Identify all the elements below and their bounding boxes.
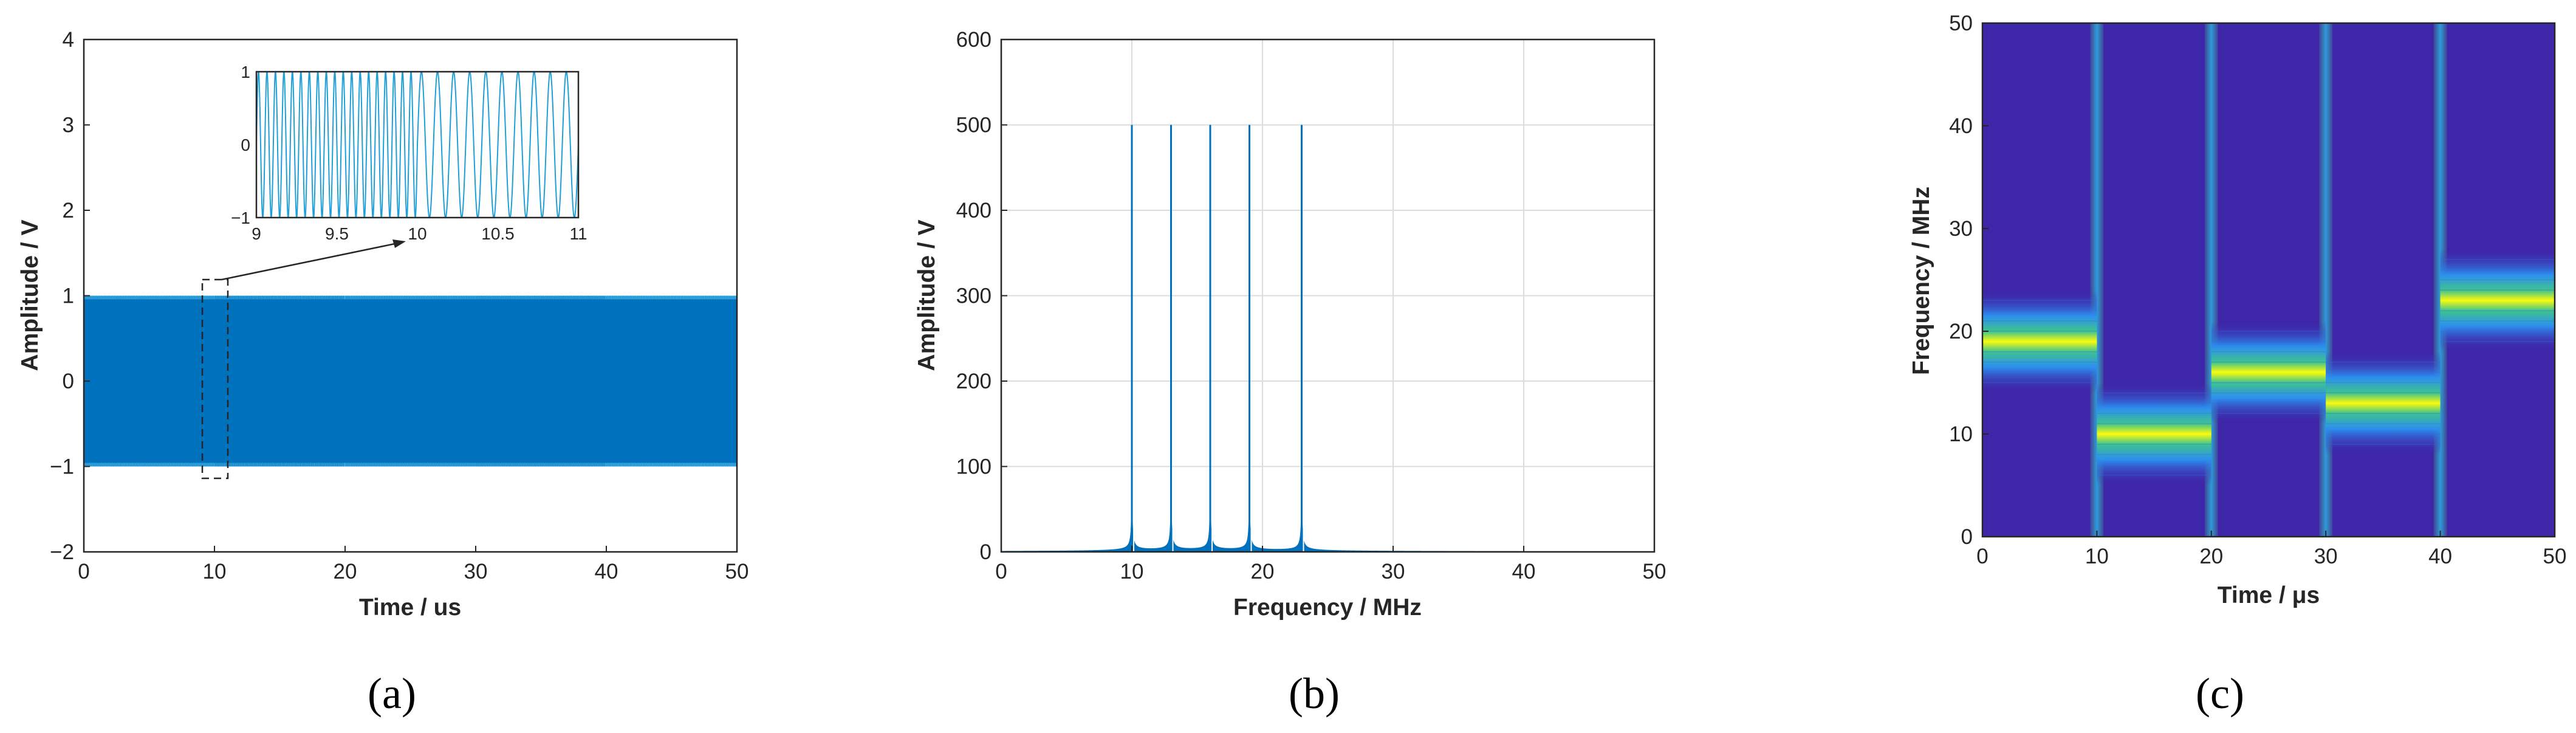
transition-streak [2319, 23, 2333, 537]
panel-b-label: (b) [1289, 669, 1340, 718]
x-tick-label: 40 [1512, 560, 1536, 583]
panel-a-inset-frame [255, 71, 580, 219]
frequency-band [2440, 249, 2555, 352]
inset-x-tick-label: 11 [569, 224, 587, 243]
y-tick-label: 1 [63, 284, 74, 308]
panel-a-zoom-arrowhead [392, 239, 406, 248]
panel-c-x-axis-label: Time / μs [2218, 582, 2320, 608]
x-tick-label: 50 [1643, 560, 1667, 583]
signal-segment [84, 295, 215, 467]
inset-signal-line [256, 72, 578, 218]
x-tick-label: 20 [1251, 560, 1275, 583]
y-tick-label: 4 [63, 28, 74, 52]
frequency-band [2211, 321, 2326, 424]
panel-b-grid [1001, 40, 1654, 552]
signal-segment [475, 295, 606, 467]
y-tick-label: 300 [956, 284, 992, 308]
panel-c-ticks: 0 10 20 30 40 50 0 10 20 30 40 50 [1949, 12, 2566, 568]
y-tick-label: 400 [956, 199, 992, 222]
x-tick-label: 40 [595, 560, 618, 583]
panel-a-signal [84, 295, 737, 467]
y-tick-label: 3 [63, 114, 74, 137]
y-tick-label: 0 [63, 370, 74, 393]
y-tick-label: 600 [956, 28, 992, 52]
signal-envelope [84, 295, 737, 467]
inset-x-tick-label: 10 [408, 224, 426, 243]
panel-c-label: (c) [2196, 669, 2244, 718]
panel-c: 0 10 20 30 40 50 0 10 20 30 40 50 Time / μs Frequen… [1908, 12, 2566, 718]
inset-x-tick-label: 9.5 [325, 224, 349, 243]
panel-a-zoom-arrow [221, 242, 399, 281]
inset-y-tick-label: 1 [241, 63, 250, 81]
panel-b-y-axis-label: Amplitude / V [914, 219, 940, 371]
y-tick-label: 10 [1949, 422, 1973, 446]
signal-segment [214, 295, 345, 467]
y-tick-label: 50 [1949, 12, 1973, 35]
x-tick-label: 30 [1382, 560, 1405, 583]
panel-a-inset-signal [256, 72, 578, 218]
spectrum-fill [1001, 458, 1654, 552]
frequency-band [2097, 382, 2211, 486]
y-tick-label: 200 [956, 370, 992, 393]
x-tick-label: 0 [995, 560, 1007, 583]
signal-segment [606, 295, 737, 467]
y-tick-label: −2 [50, 540, 74, 564]
panel-c-heatmap [1982, 23, 2555, 537]
y-tick-label: 30 [1949, 217, 1973, 241]
x-tick-label: 10 [1120, 560, 1144, 583]
frequency-band [1982, 290, 2097, 393]
y-tick-label: −1 [50, 455, 74, 479]
panel-c-axes-frame [1981, 22, 2556, 538]
x-tick-label: 50 [725, 560, 749, 583]
x-tick-label: 30 [2314, 545, 2338, 568]
inset-y-tick-label: −1 [231, 208, 250, 227]
panel-a-x-axis-label: Time / us [359, 594, 461, 621]
y-tick-label: 2 [63, 199, 74, 222]
panel-a-y-axis-label: Amplitude / V [17, 219, 43, 371]
y-tick-label: 0 [1961, 525, 1973, 549]
x-tick-label: 10 [203, 560, 227, 583]
panel-a-zoom-box [201, 278, 229, 480]
panel-a-label: (a) [368, 669, 416, 718]
panel-b-spectrum [1001, 125, 1654, 552]
x-tick-label: 0 [1976, 545, 1988, 568]
panel-c-y-axis-label: Frequency / MHz [1908, 187, 1934, 375]
y-tick-label: 0 [980, 540, 992, 564]
x-tick-label: 40 [2428, 545, 2452, 568]
y-tick-label: 40 [1949, 114, 1973, 138]
inset-x-tick-label: 9 [252, 224, 261, 243]
signal-segment [344, 295, 475, 467]
frequency-band [2326, 351, 2441, 455]
x-tick-label: 10 [2085, 545, 2109, 568]
y-tick-label: 500 [956, 114, 992, 137]
x-tick-label: 30 [464, 560, 488, 583]
y-tick-label: 100 [956, 455, 992, 479]
x-tick-label: 50 [2543, 545, 2567, 568]
x-tick-label: 0 [78, 560, 89, 583]
y-tick-label: 20 [1949, 320, 1973, 343]
x-tick-label: 20 [2199, 545, 2223, 568]
inset-x-tick-label: 10.5 [481, 224, 515, 243]
x-tick-label: 20 [334, 560, 357, 583]
panel-b-x-axis-label: Frequency / MHz [1233, 594, 1422, 621]
inset-y-tick-label: 0 [241, 136, 250, 154]
